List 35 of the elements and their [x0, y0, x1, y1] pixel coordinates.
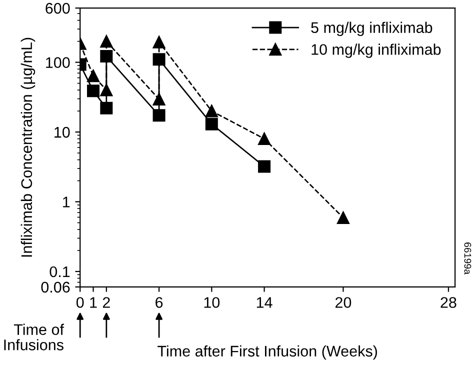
point	[336, 211, 350, 224]
point	[205, 104, 218, 118]
x-tick-label: 10	[204, 297, 220, 308]
point	[87, 70, 100, 82]
y-tick-label: 600	[46, 2, 70, 14]
point	[100, 35, 113, 48]
point	[152, 53, 166, 66]
text: Time of Infusions	[4, 324, 64, 350]
point	[100, 84, 113, 96]
x-tick-label: 1	[90, 297, 97, 308]
point	[152, 93, 166, 106]
y-tick-label: 10	[54, 126, 70, 138]
legend-label: 10 mg/kg infliximab	[312, 44, 441, 58]
point	[152, 36, 166, 48]
point	[152, 109, 166, 122]
point	[87, 84, 100, 98]
x-tick-label: 0	[76, 297, 84, 308]
x-tick-label: 20	[335, 297, 352, 308]
y-tick-label: 0.1	[50, 266, 70, 278]
y-tick-label: 0.06	[41, 282, 70, 293]
legend-label: 5 mg/kg infliximab	[311, 22, 432, 36]
x-tick-label: 14	[256, 297, 272, 308]
point	[100, 50, 113, 63]
y-tick-label: 100	[46, 57, 70, 68]
x-tick-label: 6	[156, 297, 163, 308]
point	[100, 102, 113, 114]
y-axis-title: Infliximab Concentration (µg/mL)	[20, 38, 36, 257]
point	[258, 160, 271, 173]
text: 66199a	[464, 242, 472, 275]
x-axis-title: Time after First Infusion (Weeks)	[158, 345, 377, 360]
point	[258, 132, 271, 146]
y-tick-label: 1	[63, 196, 70, 208]
x-tick-label: 2	[102, 297, 110, 308]
point	[205, 118, 218, 130]
x-tick-label: 28	[440, 297, 456, 308]
